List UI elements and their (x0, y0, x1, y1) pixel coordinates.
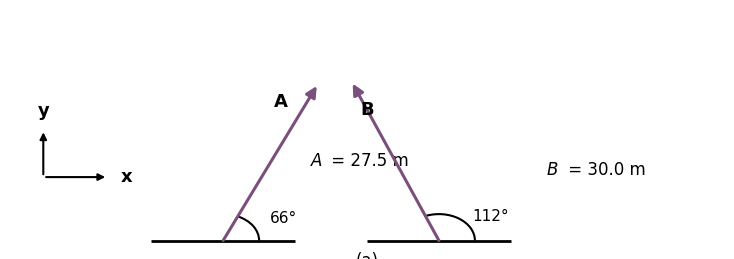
Text: B: B (547, 161, 558, 179)
Text: 112°: 112° (472, 209, 509, 224)
Text: = 27.5 m: = 27.5 m (327, 152, 409, 170)
Text: 66°: 66° (270, 211, 297, 226)
Text: B: B (360, 101, 374, 119)
Text: x: x (121, 168, 133, 186)
Text: (a): (a) (355, 252, 379, 259)
Text: y: y (37, 102, 49, 120)
Text: = 30.0 m: = 30.0 m (563, 161, 645, 179)
Text: A: A (274, 93, 288, 111)
Text: A: A (310, 152, 322, 170)
